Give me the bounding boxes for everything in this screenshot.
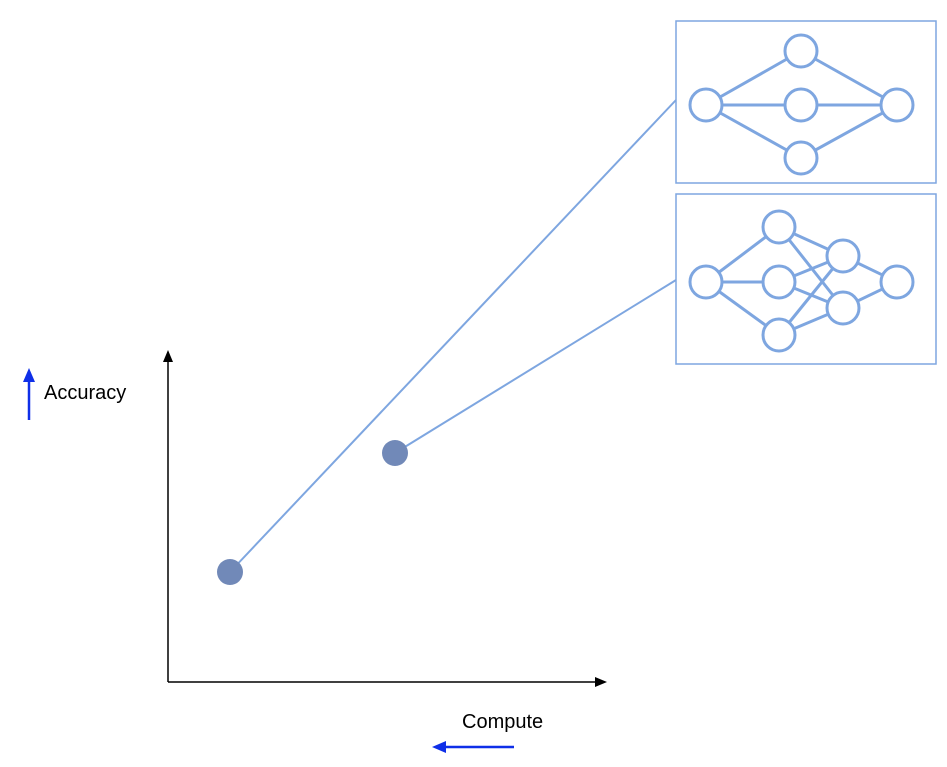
node xyxy=(783,33,819,69)
network-top xyxy=(675,20,937,184)
node xyxy=(761,264,797,300)
node xyxy=(688,87,724,123)
node xyxy=(825,238,861,274)
arrow-up-icon xyxy=(23,368,35,420)
network-nodes xyxy=(688,33,915,176)
node xyxy=(825,290,861,326)
node xyxy=(761,317,797,353)
callout-line-top xyxy=(229,99,677,573)
y-axis-arrowhead xyxy=(163,350,173,362)
network-nodes xyxy=(688,209,915,353)
node xyxy=(761,209,797,245)
axes xyxy=(163,350,607,687)
x-axis-arrowhead xyxy=(595,677,607,687)
node xyxy=(688,264,724,300)
y-axis-label: Accuracy xyxy=(44,382,126,404)
node xyxy=(879,87,915,123)
node xyxy=(783,87,819,123)
callout-line-bottom xyxy=(394,279,677,454)
node xyxy=(783,140,819,176)
data-point-model-a xyxy=(217,559,243,585)
x-axis-label: Compute xyxy=(462,711,543,733)
network-bottom xyxy=(675,193,937,365)
arrow-left-icon xyxy=(432,741,514,753)
node xyxy=(879,264,915,300)
data-point-model-b xyxy=(382,440,408,466)
